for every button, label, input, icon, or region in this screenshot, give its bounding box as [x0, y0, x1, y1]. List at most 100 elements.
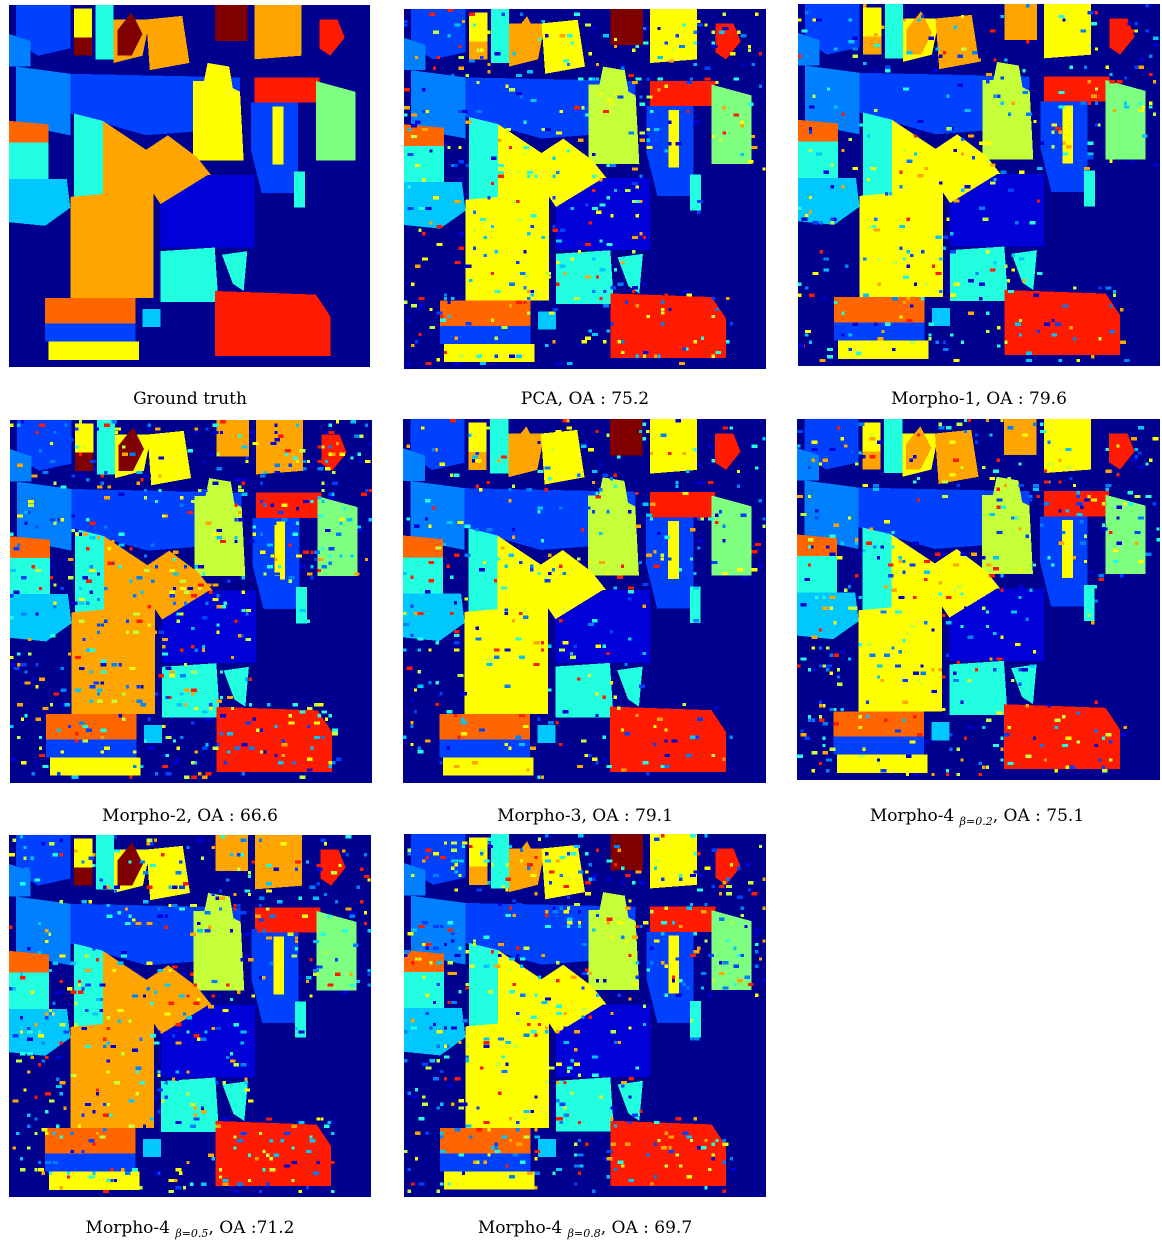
pixel — [671, 739, 678, 743]
pixel — [523, 275, 530, 279]
pixel — [570, 852, 577, 856]
pixel — [858, 552, 862, 556]
pixel — [471, 429, 478, 434]
pixel — [527, 153, 533, 157]
pixel — [218, 907, 223, 911]
pixel — [262, 1168, 266, 1172]
pixel — [216, 699, 223, 703]
pixel — [180, 692, 184, 696]
pixel — [682, 23, 686, 27]
caption-morpho-4-beta-0-8: Morpho-4 β=0.8, OA : 69.7 — [395, 1218, 775, 1240]
pixel — [411, 1026, 418, 1030]
pixel — [403, 611, 407, 616]
pixel — [624, 732, 631, 736]
pixel — [931, 541, 938, 545]
pixel — [454, 1128, 461, 1132]
pixel — [668, 120, 672, 124]
pixel — [693, 340, 697, 344]
pixel — [530, 1008, 534, 1012]
pixel — [20, 576, 27, 580]
pixel — [106, 1026, 110, 1031]
pixel — [545, 275, 551, 279]
pixel — [136, 684, 140, 689]
pixel — [801, 217, 808, 221]
caption-subscript: β=0.8 — [567, 1227, 601, 1240]
pixel — [493, 579, 498, 583]
pixel — [306, 572, 313, 576]
pixel — [212, 746, 219, 750]
pixel — [807, 613, 812, 618]
pixel — [909, 458, 913, 462]
pixel — [511, 619, 516, 623]
pixel — [66, 1171, 71, 1175]
pixel — [49, 459, 56, 464]
pixel — [949, 473, 956, 477]
pixel — [201, 645, 206, 649]
pixel — [693, 852, 700, 856]
pixel — [248, 539, 255, 544]
pixel — [483, 235, 487, 240]
pixel — [124, 907, 129, 911]
pixel — [168, 1189, 175, 1194]
pixel — [171, 1034, 176, 1038]
pixel — [258, 939, 265, 944]
pixel — [519, 993, 526, 997]
pixel — [1091, 498, 1097, 502]
pixel — [530, 214, 537, 218]
pixel — [953, 563, 959, 567]
pixel — [176, 488, 180, 493]
pixel — [70, 1073, 77, 1078]
pixel — [215, 911, 222, 915]
pixel — [229, 1052, 234, 1056]
pixel — [722, 986, 729, 990]
pixel — [628, 1026, 632, 1030]
pixel — [285, 449, 291, 453]
pixel — [20, 420, 25, 424]
pixel — [458, 1098, 465, 1103]
pixel — [128, 914, 132, 918]
pixel — [70, 990, 77, 994]
pixel — [807, 563, 812, 567]
pixel — [632, 286, 638, 290]
pixel — [581, 340, 588, 344]
pixel — [755, 928, 761, 932]
pixel — [822, 664, 829, 668]
pixel — [476, 888, 483, 892]
pixel — [682, 1131, 689, 1135]
pixel — [711, 354, 715, 358]
pixel — [504, 611, 508, 616]
pixel — [621, 351, 625, 355]
pixel — [545, 1026, 549, 1030]
pixel — [566, 921, 573, 925]
pixel — [237, 1182, 243, 1186]
pixel — [313, 972, 319, 976]
pixel — [505, 877, 512, 881]
pixel — [595, 913, 600, 918]
field-region — [317, 496, 358, 577]
pixel — [172, 586, 177, 591]
pixel — [309, 1124, 316, 1128]
pixel — [617, 455, 621, 459]
pixel — [874, 217, 878, 221]
pixel — [545, 1080, 549, 1085]
pixel — [996, 458, 1000, 462]
pixel — [551, 568, 556, 572]
pixel — [552, 1171, 556, 1175]
pixel — [435, 641, 439, 645]
pixel — [967, 419, 971, 423]
pixel — [740, 153, 744, 157]
pixel — [537, 506, 544, 510]
field-region — [540, 429, 585, 485]
pixel — [28, 637, 32, 642]
pixel — [31, 772, 35, 776]
pixel — [1072, 556, 1077, 560]
pixel — [505, 888, 509, 892]
pixel — [501, 626, 507, 630]
pixel — [88, 1139, 95, 1143]
pixel — [454, 870, 458, 874]
pixel — [59, 1023, 66, 1027]
pixel — [632, 1113, 638, 1117]
pixel — [52, 1160, 59, 1165]
pixel — [172, 572, 179, 576]
pixel — [1083, 166, 1090, 171]
